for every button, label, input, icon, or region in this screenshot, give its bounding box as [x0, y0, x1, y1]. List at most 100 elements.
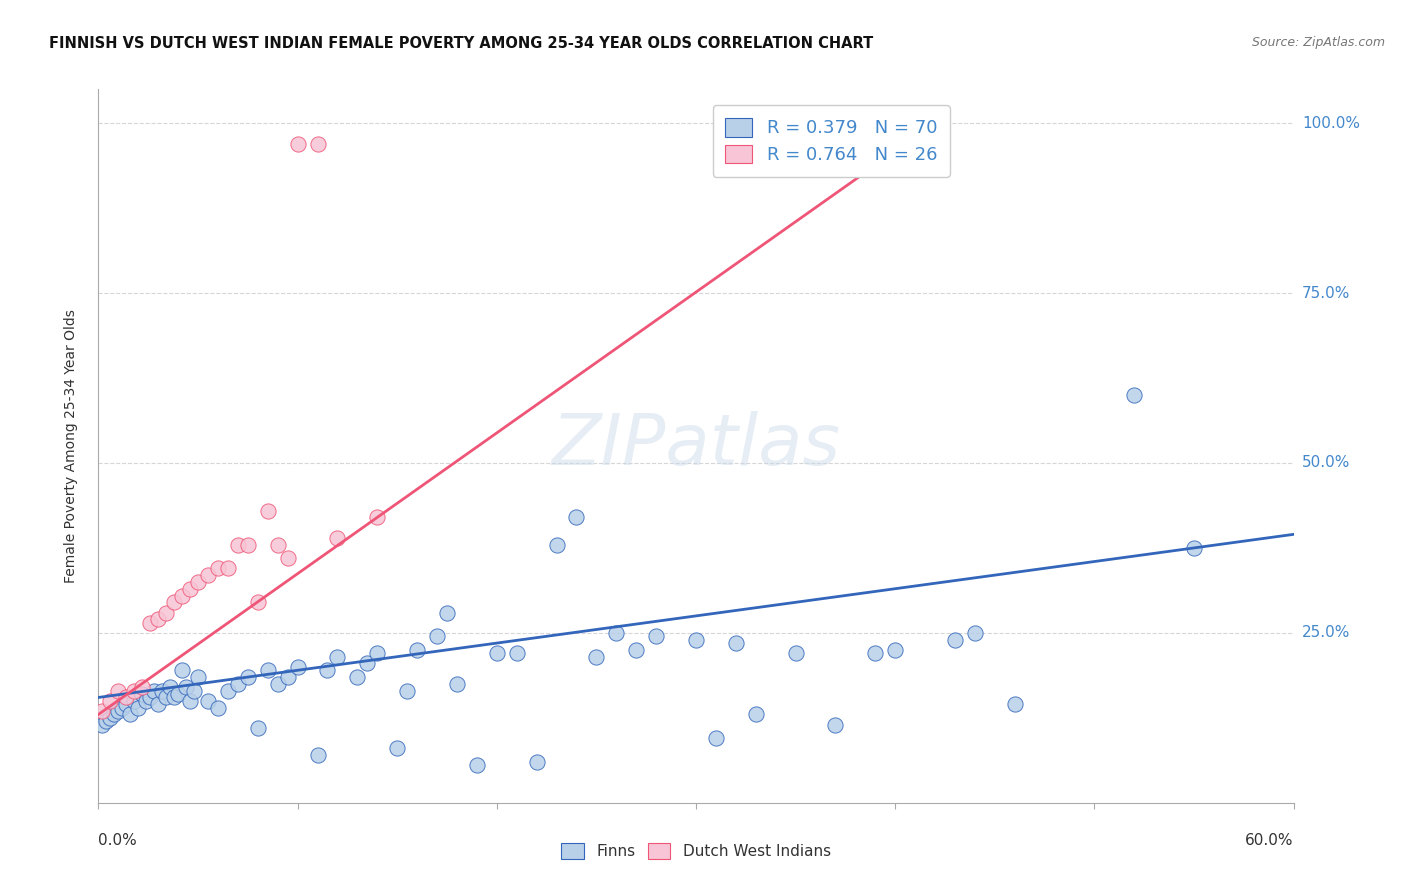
Point: [167, 687, 190, 701]
Point: [704, 731, 727, 746]
Point: [406, 643, 429, 657]
Point: [103, 707, 125, 722]
Point: [246, 721, 269, 735]
Point: [824, 717, 846, 731]
Point: [277, 551, 299, 566]
Point: [217, 561, 239, 575]
Point: [148, 612, 170, 626]
Point: [98, 694, 122, 708]
Point: [1004, 698, 1026, 712]
Point: [307, 136, 329, 151]
Point: [197, 568, 219, 582]
Point: [346, 670, 368, 684]
Point: [172, 589, 194, 603]
Point: [174, 680, 197, 694]
Text: FINNISH VS DUTCH WEST INDIAN FEMALE POVERTY AMONG 25-34 YEAR OLDS CORRELATION CH: FINNISH VS DUTCH WEST INDIAN FEMALE POVE…: [49, 36, 873, 51]
Point: [356, 657, 378, 671]
Point: [546, 537, 568, 551]
Point: [127, 700, 149, 714]
Legend: R = 0.379   N = 70, R = 0.764   N = 26: R = 0.379 N = 70, R = 0.764 N = 26: [713, 105, 950, 177]
Point: [187, 670, 209, 684]
Point: [91, 704, 114, 718]
Point: [256, 663, 278, 677]
Point: [131, 687, 153, 701]
Point: [506, 646, 529, 660]
Point: [236, 670, 259, 684]
Point: [485, 646, 508, 660]
Point: [277, 670, 299, 684]
Text: 25.0%: 25.0%: [1302, 625, 1350, 640]
Point: [287, 136, 309, 151]
Point: [426, 629, 449, 643]
Point: [685, 632, 707, 647]
Point: [159, 680, 181, 694]
Point: [585, 649, 607, 664]
Point: [785, 646, 807, 660]
Point: [115, 690, 138, 705]
Point: [187, 574, 209, 589]
Point: [131, 680, 153, 694]
Point: [226, 537, 249, 551]
Point: [207, 561, 229, 575]
Point: [96, 714, 118, 729]
Point: [884, 643, 907, 657]
Point: [267, 677, 290, 691]
Point: [624, 643, 647, 657]
Point: [326, 531, 349, 545]
Point: [179, 694, 201, 708]
Point: [124, 683, 146, 698]
Point: [236, 537, 259, 551]
Point: [526, 755, 548, 769]
Text: Source: ZipAtlas.com: Source: ZipAtlas.com: [1251, 36, 1385, 49]
Point: [1182, 541, 1205, 555]
Point: [107, 704, 129, 718]
Point: [217, 683, 239, 698]
Point: [163, 595, 186, 609]
Text: 0.0%: 0.0%: [98, 833, 138, 848]
Point: [120, 707, 142, 722]
Point: [745, 707, 768, 722]
Point: [143, 683, 166, 698]
Point: [307, 748, 329, 763]
Point: [115, 698, 138, 712]
Point: [226, 677, 249, 691]
Point: [366, 646, 388, 660]
Point: [197, 694, 219, 708]
Point: [179, 582, 201, 596]
Point: [863, 646, 886, 660]
Point: [465, 758, 488, 772]
Point: [98, 711, 122, 725]
Point: [267, 537, 290, 551]
Point: [724, 636, 747, 650]
Point: [326, 649, 349, 664]
Point: [150, 683, 173, 698]
Point: [446, 677, 468, 691]
Point: [943, 632, 966, 647]
Point: [139, 615, 162, 630]
Point: [124, 694, 146, 708]
Text: 60.0%: 60.0%: [1246, 833, 1294, 848]
Text: ZIPatlas: ZIPatlas: [551, 411, 841, 481]
Point: [163, 690, 186, 705]
Point: [91, 717, 114, 731]
Point: [148, 698, 170, 712]
Point: [107, 683, 129, 698]
Point: [366, 510, 388, 524]
Point: [316, 663, 339, 677]
Point: [436, 606, 458, 620]
Point: [287, 660, 309, 674]
Point: [396, 683, 419, 698]
Point: [139, 690, 162, 705]
Point: [135, 694, 157, 708]
Point: [645, 629, 668, 643]
Point: [565, 510, 588, 524]
Point: [207, 700, 229, 714]
Text: 75.0%: 75.0%: [1302, 285, 1350, 301]
Point: [1123, 388, 1146, 402]
Y-axis label: Female Poverty Among 25-34 Year Olds: Female Poverty Among 25-34 Year Olds: [63, 309, 77, 583]
Point: [155, 690, 177, 705]
Point: [172, 663, 194, 677]
Point: [246, 595, 269, 609]
Point: [605, 626, 627, 640]
Point: [183, 683, 205, 698]
